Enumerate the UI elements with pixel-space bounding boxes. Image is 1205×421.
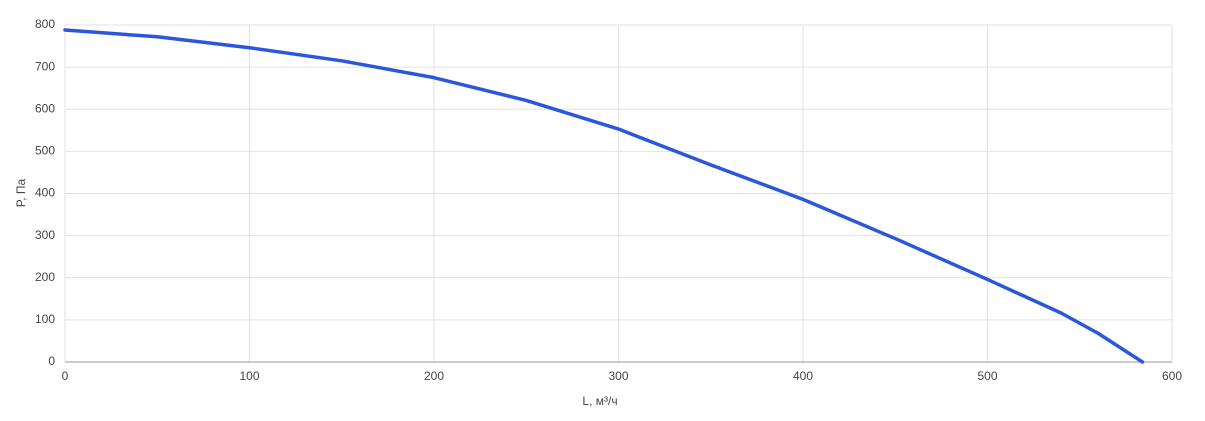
- x-tick-label: 500: [977, 369, 997, 383]
- x-tick-label: 300: [608, 369, 628, 383]
- y-axis-label: P, Па: [14, 178, 28, 207]
- x-tick-label: 100: [239, 369, 259, 383]
- y-tick-label: 800: [35, 17, 55, 31]
- y-tick-label: 200: [35, 270, 55, 284]
- x-tick-label: 400: [793, 369, 813, 383]
- y-tick-label: 400: [35, 186, 55, 200]
- y-tick-label: 300: [35, 228, 55, 242]
- y-tick-label: 500: [35, 144, 55, 158]
- data-line: [63, 28, 1145, 364]
- y-tick-label: 0: [48, 354, 55, 368]
- x-tick-label: 600: [1162, 369, 1182, 383]
- x-tick-label: 200: [424, 369, 444, 383]
- y-tick-label: 600: [35, 101, 55, 115]
- x-axis-label: L, м³/ч: [582, 394, 617, 408]
- y-tick-label: 100: [35, 312, 55, 326]
- x-tick-label: 0: [62, 369, 69, 383]
- y-tick-label: 700: [35, 59, 55, 73]
